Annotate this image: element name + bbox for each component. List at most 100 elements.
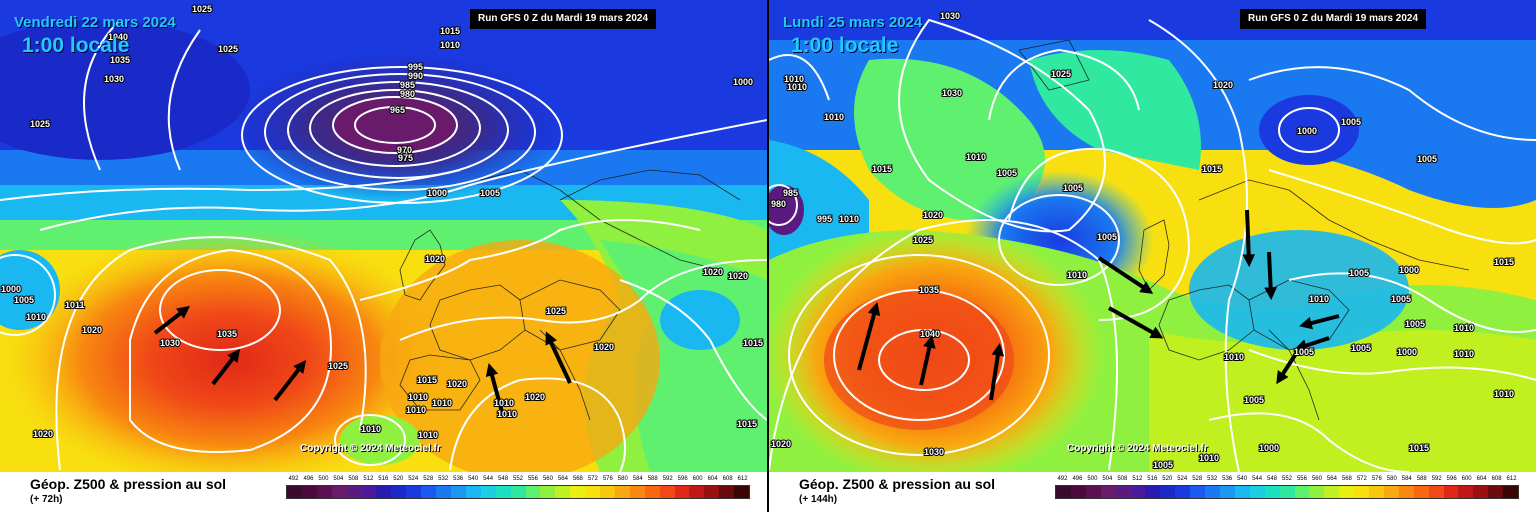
- isobar-label: 1010: [1309, 294, 1329, 304]
- arrow: [1294, 336, 1330, 352]
- legend-swatch: [659, 486, 675, 498]
- local-time: 1:00 locale: [22, 34, 130, 57]
- legend-value: 508: [1117, 476, 1128, 482]
- legend-value: 544: [1252, 476, 1263, 482]
- legend-swatch: [719, 486, 735, 498]
- isobar-label: 1005: [1405, 319, 1425, 329]
- legend-value: 524: [1177, 476, 1188, 482]
- legend-swatch: [1458, 486, 1474, 498]
- legend-swatch: [614, 486, 630, 498]
- wind-arrows-right: [857, 209, 1340, 401]
- legend-swatch: [1145, 486, 1161, 498]
- arrow: [919, 335, 936, 386]
- legend-swatch: [1219, 486, 1235, 498]
- arrow: [857, 302, 881, 371]
- legend-value: 564: [557, 476, 568, 482]
- isobar-label: 1020: [447, 379, 467, 389]
- arrow: [1108, 306, 1164, 339]
- legend-swatch: [1056, 486, 1071, 498]
- wind-arrows-left: [153, 305, 572, 413]
- isobar-label: 1000: [1259, 443, 1279, 453]
- legend-bar: [286, 485, 750, 499]
- isobar-label: 975: [398, 153, 413, 163]
- legend-value: 536: [453, 476, 464, 482]
- isobar-label: 985: [400, 80, 415, 90]
- isobar-label: 1020: [33, 429, 53, 439]
- legend-swatch: [674, 486, 690, 498]
- isobar-label: 1005: [1391, 294, 1411, 304]
- isobar-label: 1010: [432, 398, 452, 408]
- legend-swatch: [734, 486, 750, 498]
- legend-swatch: [421, 486, 437, 498]
- legend-value: 496: [303, 476, 314, 482]
- local-time: 1:00 locale: [791, 34, 899, 57]
- legend-value: 536: [1222, 476, 1233, 482]
- legend-value: 608: [722, 476, 733, 482]
- legend-swatch: [1473, 486, 1489, 498]
- legend-swatch: [436, 486, 451, 498]
- legend-value: 556: [527, 476, 538, 482]
- arrow: [211, 348, 241, 386]
- legend-value: 560: [542, 476, 553, 482]
- map-title: Géop. Z500 & pression au sol: [799, 476, 996, 492]
- isobar-label: 1005: [1417, 154, 1437, 164]
- isobar-label: 1000: [1397, 347, 1417, 357]
- legend-labels: 492 496 500 504 508 512 516 520 524 528 532 536 540 5…: [1055, 476, 1519, 482]
- legend-swatch: [629, 486, 645, 498]
- isobar-label: 1030: [924, 447, 944, 457]
- isobar-label: 990: [408, 71, 423, 81]
- isobar-label: 1025: [218, 44, 238, 54]
- isobar-label: 1015: [1202, 164, 1222, 174]
- legend-value: 596: [677, 476, 688, 482]
- legend-value: 528: [423, 476, 434, 482]
- legend-swatch: [361, 486, 377, 498]
- legend-swatch: [1354, 486, 1370, 498]
- legend-swatch: [1339, 486, 1355, 498]
- isobar-label: 1030: [160, 338, 180, 348]
- legend-value: 552: [1282, 476, 1293, 482]
- legend-swatch: [555, 486, 571, 498]
- legend-swatch: [406, 486, 422, 498]
- arrow: [1299, 314, 1340, 330]
- legend-value: 560: [1311, 476, 1322, 482]
- legend-value: 564: [1326, 476, 1337, 482]
- legend-swatch: [1130, 486, 1146, 498]
- legend-value: 604: [1476, 476, 1487, 482]
- isobar-label: 1005: [1244, 395, 1264, 405]
- legend-swatch: [1369, 486, 1384, 498]
- isobar-label: 1020: [425, 254, 445, 264]
- arrow: [1242, 209, 1256, 268]
- isobar-label: 1010: [784, 74, 804, 84]
- isobar-label: 965: [390, 105, 405, 115]
- isobar-label: 995: [408, 62, 423, 72]
- isobar-label: 1010: [494, 398, 514, 408]
- legend-swatch: [644, 486, 660, 498]
- arrow: [989, 342, 1005, 401]
- isobar-label: 1040: [108, 32, 128, 42]
- legend-value: 556: [1296, 476, 1307, 482]
- legend-value: 540: [1237, 476, 1248, 482]
- isobar-label: 1030: [940, 11, 960, 21]
- isobar-label: 1020: [1213, 80, 1233, 90]
- isobar-labels-right: 1030 1025 1020 1030 1010 1010 1010 1015 …: [770, 10, 1515, 471]
- legend-value: 516: [1147, 476, 1158, 482]
- legend-value: 588: [1416, 476, 1427, 482]
- isobar-label: 1040: [920, 329, 940, 339]
- legend-value: 592: [1431, 476, 1442, 482]
- legend-value: 524: [408, 476, 419, 482]
- legend-value: 504: [333, 476, 344, 482]
- isobar-label: 1005: [1063, 183, 1083, 193]
- legend-swatch: [1205, 486, 1220, 498]
- legend-swatch: [1309, 486, 1325, 498]
- isobar-label: 1030: [942, 88, 962, 98]
- legend-swatch: [1190, 486, 1206, 498]
- legend-swatch: [1383, 486, 1399, 498]
- legend-swatch: [600, 486, 615, 498]
- isobar-label: 1010: [361, 424, 381, 434]
- color-legend: 492 496 500 504 508 512 516 520 524 528 532 536 540 5…: [1055, 476, 1519, 508]
- isobar-label: 1020: [703, 267, 723, 277]
- arrow: [1097, 256, 1154, 294]
- legend-swatch: [1234, 486, 1250, 498]
- legend-value: 520: [1162, 476, 1173, 482]
- isobar-label: 1020: [594, 342, 614, 352]
